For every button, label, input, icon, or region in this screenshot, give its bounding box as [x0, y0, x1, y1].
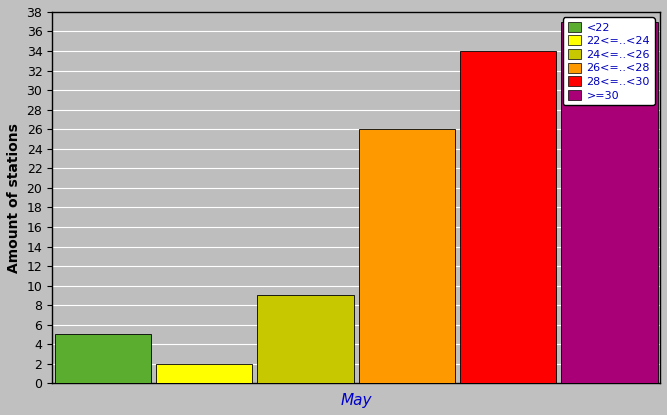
Bar	[257, 295, 354, 383]
Bar	[359, 129, 455, 383]
Y-axis label: Amount of stations: Amount of stations	[7, 123, 21, 273]
Bar	[561, 22, 658, 383]
Bar	[156, 364, 252, 383]
Bar	[460, 51, 556, 383]
Bar	[55, 334, 151, 383]
Legend: <22, 22<=..<24, 24<=..<26, 26<=..<28, 28<=..<30, >=30: <22, 22<=..<24, 24<=..<26, 26<=..<28, 28…	[563, 17, 654, 105]
